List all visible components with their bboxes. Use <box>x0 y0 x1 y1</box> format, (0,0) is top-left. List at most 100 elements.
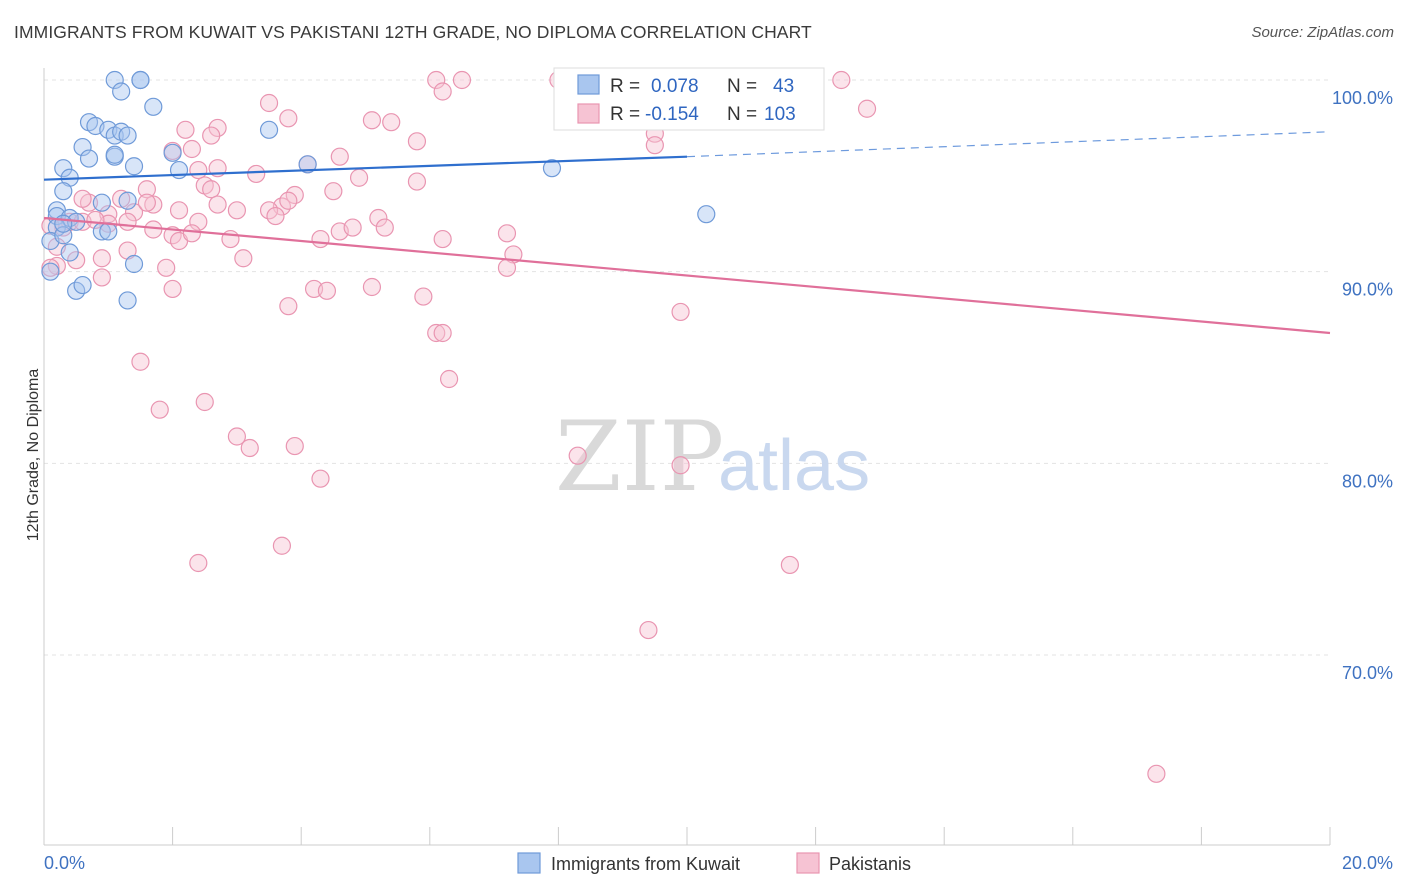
pakistanis-point-48 <box>144 220 163 239</box>
pakistanis-point-49 <box>118 212 137 231</box>
kuwait-point-15 <box>124 157 144 176</box>
pakistanis-trend-line <box>43 216 1331 335</box>
pakistanis-point-31 <box>324 182 343 201</box>
kuwait-trend-extension <box>686 131 1331 158</box>
pakistanis-point-69 <box>497 258 517 277</box>
kuwait-trend-line <box>43 155 688 181</box>
chart-title: IMMIGRANTS FROM KUWAIT VS PAKISTANI 12TH… <box>14 22 812 42</box>
kuwait-point-35 <box>118 291 137 310</box>
y-tick-label-3: 100.0% <box>1332 88 1393 108</box>
kuwait-point-11 <box>118 126 137 145</box>
pakistanis-point-40 <box>124 203 144 222</box>
kuwait-point-39 <box>163 143 182 162</box>
y-tick-label-0: 70.0% <box>1342 663 1393 683</box>
legend-r-label-kuwait: R = <box>610 76 640 97</box>
legend-r-value-pakistanis: -0.154 <box>645 104 699 125</box>
pakistanis-point-44 <box>189 212 208 231</box>
pakistanis-point-70 <box>92 268 111 287</box>
pakistanis-point-18 <box>645 136 664 155</box>
y-tick-labels: 70.0% 80.0% 90.0% 100.0% <box>1332 88 1393 683</box>
pakistanis-point-27 <box>407 172 427 191</box>
bottom-legend-label-pakistanis: Pakistanis <box>829 854 911 874</box>
pakistanis-point-43 <box>369 208 388 228</box>
pakistanis-point-12 <box>362 111 382 130</box>
pakistanis-point-80 <box>131 352 150 371</box>
pakistanis-point-90 <box>272 536 292 555</box>
pakistanis-point-29 <box>202 180 221 199</box>
pakistanis-point-57 <box>311 229 330 249</box>
kuwait-point-32 <box>124 254 144 274</box>
kuwait-point-36 <box>99 222 118 241</box>
pakistanis-point-0 <box>427 70 446 90</box>
pakistanis-point-91 <box>189 553 208 573</box>
legend-n-value-pakistanis: 103 <box>764 104 796 125</box>
pakistanis-point-93 <box>639 620 658 640</box>
kuwait-point-21 <box>54 182 73 201</box>
pakistanis-point-62 <box>92 249 111 268</box>
pakistanis-point-87 <box>568 446 587 465</box>
kuwait-point-19 <box>542 159 562 178</box>
kuwait-point-22 <box>118 191 137 210</box>
kuwait-point-18 <box>298 155 317 174</box>
pakistanis-point-33 <box>112 189 131 208</box>
kuwait-point-41 <box>105 145 124 164</box>
pakistanis-point-78 <box>427 323 446 343</box>
x-tick-label-1: 20.0% <box>1342 853 1393 873</box>
pakistanis-point-58 <box>433 229 452 249</box>
pakistanis-point-1 <box>452 70 472 90</box>
pakistanis-point-94 <box>1147 764 1166 783</box>
pakistanis-point-83 <box>150 400 169 419</box>
pakistanis-point-73 <box>163 279 182 299</box>
pakistanis-point-7 <box>433 82 452 101</box>
y-axis-label: 12th Grade, No Diploma <box>25 369 42 542</box>
x-tick-label-0: 0.0% <box>44 853 85 873</box>
pakistanis-point-4 <box>832 70 851 90</box>
pakistanis-point-98 <box>375 218 394 237</box>
pakistanis-point-21 <box>330 147 349 166</box>
pakistanis-point-25 <box>247 164 266 184</box>
pakistanis-point-19 <box>182 139 201 159</box>
x-tick-labels: 0.0% 20.0% <box>44 853 1393 873</box>
grid-lines <box>44 79 1330 656</box>
pakistanis-point-86 <box>285 436 304 456</box>
series-legend: Immigrants from Kuwait Pakistanis <box>517 852 911 874</box>
y-tick-label-1: 80.0% <box>1342 471 1393 491</box>
pakistanis-point-42 <box>266 206 285 226</box>
legend-r-value-kuwait: 0.078 <box>651 76 699 97</box>
pakistanis-point-100 <box>73 189 92 208</box>
pakistanis-point-35 <box>208 195 227 214</box>
kuwait-point-3 <box>112 82 131 101</box>
axes <box>43 68 1331 846</box>
correlation-legend: R = 0.078 N = 43 R = -0.154 N = 103 <box>553 67 825 131</box>
pakistanis-point-11 <box>279 109 298 128</box>
watermark-zip: ZIP <box>555 401 724 513</box>
pakistanis-point-24 <box>189 160 208 180</box>
kuwait-point-40 <box>92 193 111 212</box>
pakistanis-point-82 <box>195 392 214 412</box>
legend-n-value-kuwait: 43 <box>773 76 794 97</box>
kuwait-point-16 <box>54 159 73 178</box>
pakistanis-point-85 <box>240 438 259 458</box>
watermark: ZIP atlas <box>555 401 870 513</box>
pakistanis-point-16 <box>202 126 221 145</box>
pakistanis-point-9 <box>857 99 877 118</box>
pakistanis-point-96 <box>157 258 176 277</box>
pakistanis-point-68 <box>41 258 60 277</box>
kuwait-point-4 <box>144 97 163 116</box>
kuwait-point-33 <box>41 262 60 281</box>
pakistanis-point-63 <box>234 249 253 268</box>
bottom-legend-swatch-pakistanis <box>796 852 820 874</box>
pakistanis-point-6 <box>259 93 279 113</box>
kuwait-point-12 <box>73 137 92 157</box>
pakistanis-point-37 <box>144 195 163 214</box>
kuwait-point-31 <box>60 243 79 262</box>
pakistanis-point-51 <box>279 191 298 210</box>
pakistanis-point-77 <box>671 302 690 322</box>
kuwait-point-42 <box>54 214 73 233</box>
legend-swatch-kuwait <box>577 74 600 95</box>
pakistanis-point-79 <box>433 323 452 343</box>
trend-lines <box>43 131 1331 335</box>
kuwait-point-14 <box>79 149 99 168</box>
pakistanis-point-89 <box>311 469 330 488</box>
pakistanis-point-97 <box>227 201 246 220</box>
